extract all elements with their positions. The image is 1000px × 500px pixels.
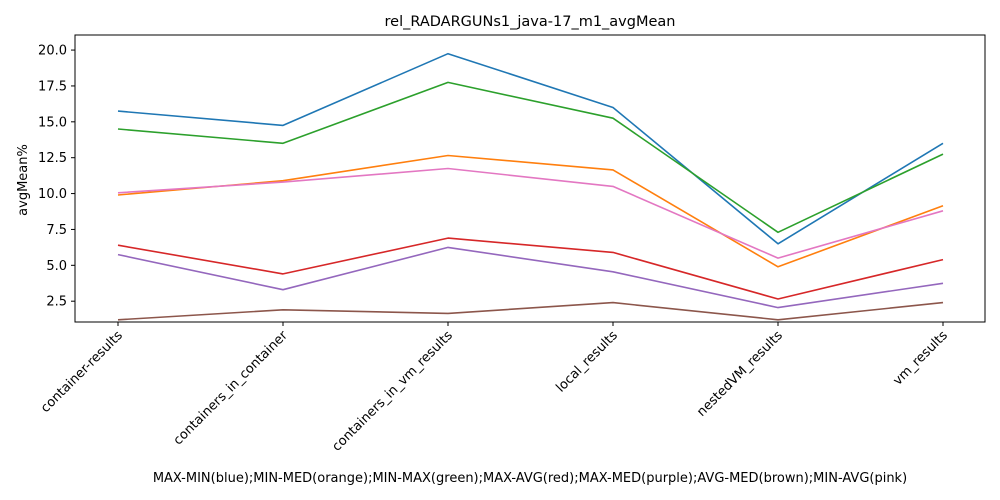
y-tick-label: 12.5 [38, 151, 67, 166]
y-axis: 2.5 5.0 7.5 10.0 12.5 15.0 17.5 20.0 [38, 44, 75, 310]
series-line-1 [117, 52, 944, 245]
series-line-6 [117, 301, 944, 321]
series-line-4 [117, 237, 944, 300]
y-tick-label: 5.0 [46, 259, 67, 274]
x-axis: container-results containers_in_container… [38, 322, 951, 455]
y-tick-label: 15.0 [38, 115, 67, 130]
x-tick-label: containers_in_container [171, 328, 292, 449]
plot-area-frame [74, 34, 986, 323]
series-line-3 [117, 81, 944, 234]
series-line-7 [117, 167, 944, 259]
y-tick-label: 7.5 [46, 223, 67, 238]
x-tick-label: vm_results [890, 328, 951, 389]
y-tick-label: 17.5 [38, 79, 67, 94]
chart-title: rel_RADARGUNs1_java-17_m1_avgMean [385, 14, 676, 30]
series-line-2 [117, 154, 944, 268]
x-axis-title: MAX-MIN(blue);MIN-MED(orange);MIN-MAX(gr… [153, 471, 907, 486]
y-tick-label: 10.0 [38, 187, 67, 202]
y-tick-label: 20.0 [38, 44, 67, 59]
y-axis-title: avgMean% [16, 144, 31, 216]
x-tick-label: container-results [38, 328, 126, 416]
x-tick-label: local_results [553, 328, 621, 396]
y-tick-label: 2.5 [46, 295, 67, 310]
series-layer [117, 52, 944, 321]
x-tick-label: nestedVM_results [694, 328, 786, 420]
series-line-5 [117, 246, 944, 309]
x-tick-label: containers_in_vm_results [330, 328, 456, 454]
